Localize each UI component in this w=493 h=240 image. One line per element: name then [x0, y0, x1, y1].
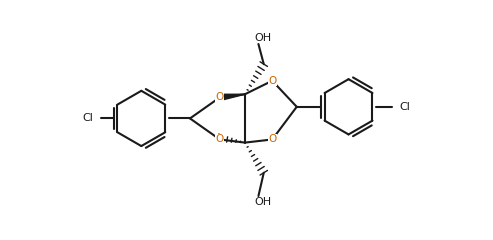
Text: O: O	[216, 134, 224, 144]
Text: O: O	[268, 134, 277, 144]
Text: Cl: Cl	[82, 114, 93, 123]
Text: OH: OH	[254, 33, 272, 43]
Text: O: O	[268, 76, 277, 86]
Polygon shape	[219, 94, 245, 101]
Text: O: O	[216, 92, 224, 102]
Text: Cl: Cl	[400, 102, 411, 112]
Text: OH: OH	[254, 197, 272, 207]
